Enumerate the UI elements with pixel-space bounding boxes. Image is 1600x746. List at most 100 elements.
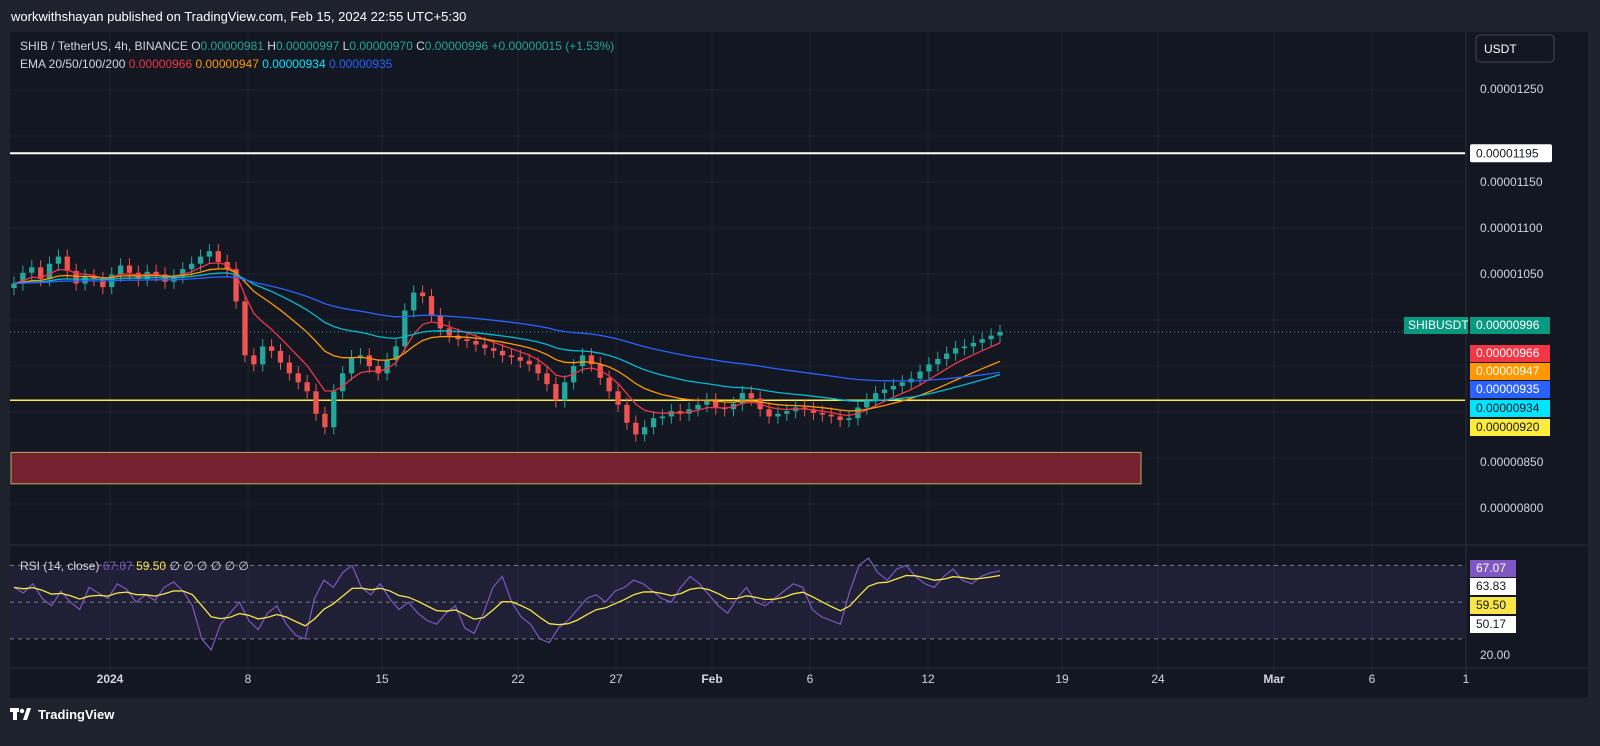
candle-body bbox=[704, 400, 710, 405]
candle-body bbox=[784, 411, 790, 414]
price-label-box bbox=[1470, 363, 1550, 380]
time-tick: 1 bbox=[1463, 672, 1470, 686]
symbol-tag-box bbox=[1404, 317, 1468, 334]
candle-body bbox=[766, 409, 772, 417]
candle-body bbox=[988, 335, 994, 340]
candle-body bbox=[499, 350, 506, 356]
chart-canvas[interactable]: 0.00001250 0.00001150 0.00001100 0.00001050… bbox=[10, 32, 1588, 698]
legend-ohlc: SHIB / TetherUS, 4h, BINANCE O0.00000981… bbox=[20, 39, 614, 53]
candle-body bbox=[517, 357, 523, 361]
price-label-value: 0.00000966 bbox=[1476, 346, 1540, 360]
legend-ema50: 0.00000947 bbox=[195, 57, 262, 71]
ema50-line bbox=[13, 268, 1001, 412]
candle-body bbox=[11, 283, 17, 288]
candle-body bbox=[286, 362, 293, 374]
candle-body bbox=[837, 416, 843, 421]
price-label-value: 0.00000920 bbox=[1476, 420, 1540, 434]
publisher-info: workwithshayan published on TradingView.… bbox=[11, 9, 467, 24]
candle-body bbox=[944, 353, 950, 359]
candle-body bbox=[713, 400, 719, 408]
time-tick: 27 bbox=[609, 672, 623, 686]
ema20-line bbox=[13, 262, 1001, 417]
candle-body bbox=[642, 427, 648, 435]
legend-c-value: 0.00000996 bbox=[425, 39, 492, 53]
candle-body bbox=[535, 364, 541, 374]
candle-body bbox=[491, 348, 497, 351]
price-tick: 0.00001250 bbox=[1480, 82, 1544, 96]
candle-body bbox=[446, 328, 452, 336]
footer: TradingView bbox=[10, 704, 114, 724]
candle-body bbox=[881, 389, 888, 394]
legend-ema100: 0.00000934 bbox=[262, 57, 329, 71]
candle-body bbox=[64, 256, 70, 271]
candle-body bbox=[419, 292, 426, 297]
resistance-label-box bbox=[1470, 144, 1552, 163]
candle-body bbox=[428, 296, 435, 315]
ema200-line bbox=[13, 276, 1001, 382]
candle-body bbox=[935, 358, 941, 365]
candle-body bbox=[260, 346, 266, 365]
candle-body bbox=[668, 411, 674, 417]
price-label-value: 0.00000947 bbox=[1476, 364, 1540, 378]
candle-body bbox=[251, 355, 257, 365]
candle-body bbox=[819, 412, 826, 415]
time-tick: Mar bbox=[1263, 672, 1285, 686]
time-tick: Feb bbox=[701, 672, 722, 686]
candle-body bbox=[997, 332, 1003, 336]
candle-body bbox=[331, 391, 337, 428]
candle-body bbox=[37, 267, 44, 280]
currency-button[interactable] bbox=[1475, 34, 1555, 63]
candle-body bbox=[242, 301, 248, 356]
currency-button-label[interactable]: USDT bbox=[1484, 42, 1517, 56]
candle-body bbox=[952, 348, 959, 354]
time-tick: 6 bbox=[1369, 672, 1376, 686]
candle-body bbox=[153, 271, 159, 275]
time-tick: 8 bbox=[245, 672, 252, 686]
candle-body bbox=[579, 355, 586, 367]
candle-body bbox=[206, 251, 213, 257]
candle-body bbox=[126, 265, 133, 273]
legend-o-value: 0.00000981 bbox=[201, 39, 268, 53]
rsi-value-box bbox=[1470, 560, 1516, 577]
legend-l-label: L bbox=[343, 39, 350, 53]
legend-h-value: 0.00000997 bbox=[276, 39, 343, 53]
candle-body bbox=[970, 342, 977, 347]
rsi-value-box bbox=[1470, 578, 1516, 595]
candle-body bbox=[864, 400, 870, 408]
top-bar: workwithshayan published on TradingView.… bbox=[0, 0, 1600, 32]
ema100-line bbox=[13, 272, 1001, 402]
candle-body bbox=[384, 359, 390, 374]
candle-body bbox=[588, 355, 595, 365]
time-tick: 12 bbox=[921, 672, 935, 686]
time-tick: 19 bbox=[1055, 672, 1069, 686]
legend-h-label: H bbox=[267, 39, 276, 53]
candle-body bbox=[215, 251, 221, 262]
candle-body bbox=[526, 360, 532, 365]
rsi-value-label: 67.07 bbox=[1476, 561, 1506, 575]
legend-c-label: C bbox=[416, 39, 425, 53]
rsi-tick: 20.00 bbox=[1480, 648, 1510, 662]
legend-ema20: 0.00000966 bbox=[129, 57, 196, 71]
rsi-value-label: 59.50 bbox=[1476, 598, 1506, 612]
chart-frame[interactable]: 0.00001250 0.00001150 0.00001100 0.00001050… bbox=[10, 32, 1588, 698]
demand-zone bbox=[10, 451, 1142, 485]
candle-body bbox=[180, 269, 186, 277]
candle-body bbox=[375, 366, 381, 374]
legend-l-value: 0.00000970 bbox=[349, 39, 416, 53]
candle-body bbox=[544, 373, 550, 385]
candle-body bbox=[810, 409, 817, 413]
candle-body bbox=[615, 391, 621, 405]
time-tick: 22 bbox=[511, 672, 525, 686]
candle-body bbox=[739, 393, 746, 404]
time-tick: 15 bbox=[375, 672, 389, 686]
price-label-box bbox=[1470, 345, 1550, 362]
candle-body bbox=[402, 310, 408, 347]
rsi-value-box bbox=[1470, 597, 1516, 614]
candle-body bbox=[340, 373, 346, 392]
candle-body bbox=[695, 404, 701, 410]
candle-body bbox=[277, 350, 284, 363]
rsi-value-label: 63.83 bbox=[1476, 579, 1506, 593]
candle-body bbox=[20, 272, 26, 284]
price-label-box bbox=[1470, 381, 1550, 398]
rsi-value-box bbox=[1470, 616, 1516, 633]
